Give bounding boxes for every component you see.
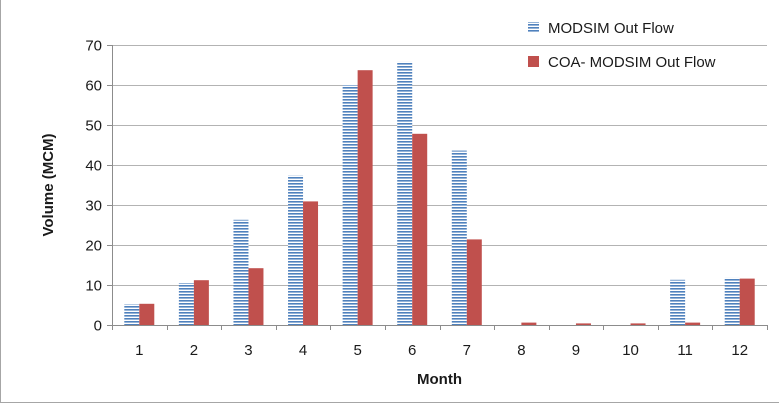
y-tick-label: 60 <box>85 78 102 95</box>
bar-coa-modsim-3 <box>248 268 264 325</box>
x-tick-label: 12 <box>731 342 748 359</box>
bar-modsim-7 <box>451 150 467 325</box>
bar-coa-modsim-1 <box>139 303 155 325</box>
y-tick-label: 30 <box>85 198 102 215</box>
x-tick-label: 11 <box>677 342 693 359</box>
x-tick-label: 2 <box>190 342 198 359</box>
legend-swatch-modsim <box>528 22 539 33</box>
y-tick-label: 40 <box>85 158 102 175</box>
bar-coa-modsim-4 <box>303 201 319 325</box>
x-tick-label: 8 <box>517 342 525 359</box>
y-axis-title: Volume (MCM) <box>40 133 57 236</box>
y-tick-label: 50 <box>85 118 102 135</box>
bar-coa-modsim-11 <box>685 322 701 325</box>
y-tick-label: 0 <box>94 318 102 335</box>
bar-coa-modsim-6 <box>412 133 428 325</box>
x-tick-label: 9 <box>572 342 580 359</box>
x-tick-label: 5 <box>353 342 361 359</box>
gridlines <box>112 45 767 326</box>
bar-modsim-3 <box>233 219 249 325</box>
bar-modsim-12 <box>724 277 740 325</box>
x-tick-label: 3 <box>244 342 252 359</box>
bar-coa-modsim-2 <box>193 280 209 325</box>
bar-coa-modsim-5 <box>357 70 373 325</box>
x-tick-label: 10 <box>622 342 639 359</box>
x-tick-label: 1 <box>135 342 143 359</box>
bar-coa-modsim-7 <box>466 239 482 325</box>
legend-label-modsim: MODSIM Out Flow <box>548 20 674 37</box>
bars <box>124 61 755 326</box>
x-tick-label: 6 <box>408 342 416 359</box>
bar-coa-modsim-8 <box>521 322 537 325</box>
x-axis-title: Month <box>417 371 462 388</box>
y-tick-label: 20 <box>85 238 102 255</box>
bar-coa-modsim-12 <box>739 278 755 325</box>
bar-modsim-11 <box>670 279 686 325</box>
x-tick-label: 4 <box>299 342 307 359</box>
legend: MODSIM Out Flow COA- MODSIM Out Flow <box>528 20 716 71</box>
bar-modsim-1 <box>124 304 140 325</box>
y-tick-label: 10 <box>85 278 102 295</box>
x-tick-label: 7 <box>463 342 471 359</box>
bar-modsim-2 <box>178 283 194 325</box>
y-tick-label: 70 <box>85 38 102 55</box>
legend-label-coa-modsim: COA- MODSIM Out Flow <box>548 54 716 71</box>
bar-coa-modsim-10 <box>630 323 646 325</box>
bar-modsim-4 <box>288 175 304 325</box>
legend-swatch-coa-modsim <box>528 56 539 67</box>
bar-coa-modsim-9 <box>575 323 591 325</box>
bar-modsim-5 <box>342 85 358 325</box>
bar-modsim-6 <box>397 61 413 326</box>
